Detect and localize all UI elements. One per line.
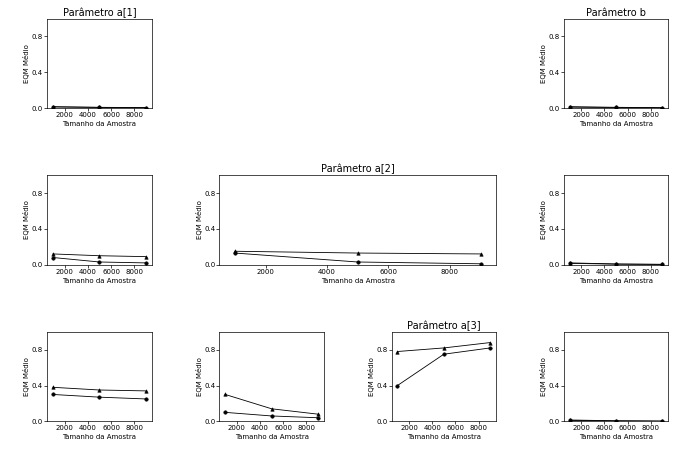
X-axis label: Tamanho da Amostra: Tamanho da Amostra xyxy=(321,278,395,284)
Y-axis label: EQM Médio: EQM Médio xyxy=(540,200,547,239)
X-axis label: Tamanho da Amostra: Tamanho da Amostra xyxy=(579,121,653,127)
X-axis label: Tamanho da Amostra: Tamanho da Amostra xyxy=(235,434,308,440)
Y-axis label: EQM Médio: EQM Médio xyxy=(196,357,202,396)
Y-axis label: EQM Médio: EQM Médio xyxy=(24,357,30,396)
Y-axis label: EQM Médio: EQM Médio xyxy=(196,200,202,239)
Y-axis label: EQM Médio: EQM Médio xyxy=(24,44,30,83)
Title: Parâmetro a[3]: Parâmetro a[3] xyxy=(407,321,481,331)
X-axis label: Tamanho da Amostra: Tamanho da Amostra xyxy=(407,434,481,440)
X-axis label: Tamanho da Amostra: Tamanho da Amostra xyxy=(62,121,136,127)
X-axis label: Tamanho da Amostra: Tamanho da Amostra xyxy=(62,278,136,284)
Y-axis label: EQM Médio: EQM Médio xyxy=(540,357,547,396)
Y-axis label: EQM Médio: EQM Médio xyxy=(368,357,375,396)
Title: Parâmetro a[1]: Parâmetro a[1] xyxy=(63,7,136,18)
X-axis label: Tamanho da Amostra: Tamanho da Amostra xyxy=(62,434,136,440)
Y-axis label: EQM Médio: EQM Médio xyxy=(24,200,30,239)
X-axis label: Tamanho da Amostra: Tamanho da Amostra xyxy=(579,434,653,440)
Title: Parâmetro a[2]: Parâmetro a[2] xyxy=(321,164,395,175)
X-axis label: Tamanho da Amostra: Tamanho da Amostra xyxy=(579,278,653,284)
Title: Parâmetro b: Parâmetro b xyxy=(586,8,646,18)
Y-axis label: EQM Médio: EQM Médio xyxy=(540,44,547,83)
